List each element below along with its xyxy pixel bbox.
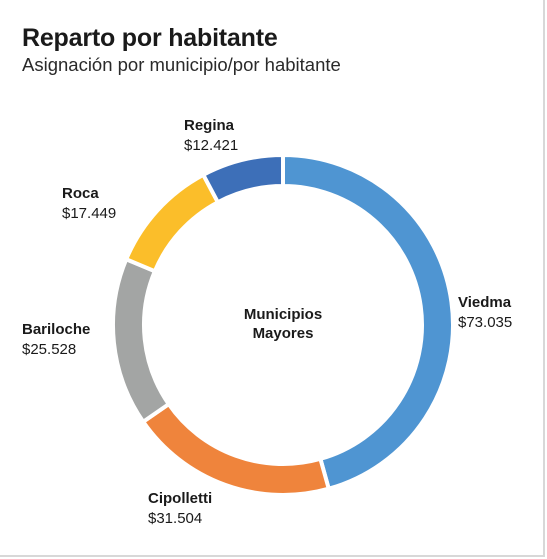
- slice-label-value-regina: $12.421: [184, 137, 238, 154]
- slice-regina: [200, 152, 285, 205]
- donut-slices: [111, 152, 455, 497]
- chart-subtitle: Asignación por municipio/por habitante: [22, 54, 341, 75]
- slice-label-name-cipolletti: Cipolletti: [148, 490, 212, 507]
- slice-label-name-regina: Regina: [184, 117, 235, 134]
- center-label-line-1: Municipios: [244, 306, 322, 323]
- slice-label-name-bariloche: Bariloche: [22, 321, 90, 338]
- slice-label-value-roca: $17.449: [62, 205, 116, 222]
- chart-title: Reparto por habitante: [22, 24, 278, 52]
- slice-label-value-bariloche: $25.528: [22, 341, 76, 358]
- slice-label-value-cipolletti: $31.504: [148, 510, 202, 527]
- slice-labels: Viedma $73.035 Cipolletti $31.504 Bariloche $…: [22, 117, 512, 527]
- slice-cipolletti: [140, 401, 332, 497]
- center-label-line-2: Mayores: [253, 325, 314, 342]
- slice-label-name-viedma: Viedma: [458, 294, 512, 311]
- slice-bariloche: [111, 256, 172, 425]
- slice-label-value-viedma: $73.035: [458, 314, 512, 331]
- slice-roca: [123, 172, 221, 274]
- slice-label-name-roca: Roca: [62, 185, 99, 202]
